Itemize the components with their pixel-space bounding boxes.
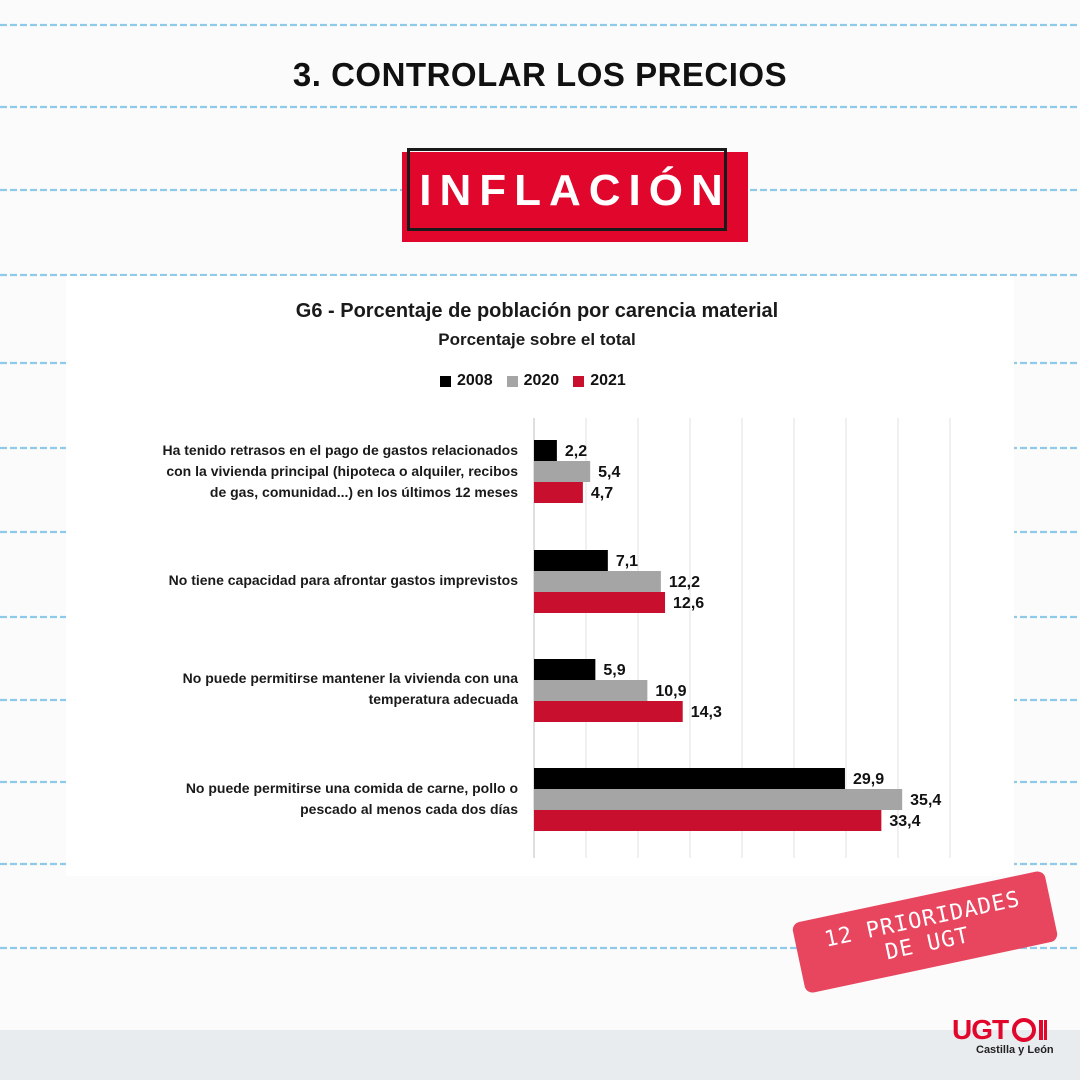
bar-2008: [534, 768, 845, 789]
category-label: No puede permitirse mantener la vivienda…: [98, 668, 518, 710]
logo-text: UGT: [952, 1014, 1009, 1045]
bar-2008: [534, 550, 608, 571]
bottom-band: [0, 1030, 1080, 1080]
banner-background: [402, 152, 748, 242]
banner-frame: [407, 148, 727, 231]
data-label: 5,4: [598, 464, 620, 481]
legend-label: 2008: [457, 372, 493, 389]
page-heading: 3. CONTROLAR LOS PRECIOS: [292, 56, 788, 93]
inflation-banner: INFLACIÓN: [402, 148, 748, 242]
data-label: 35,4: [910, 792, 941, 809]
category-line: No puede permitirse mantener la vivienda…: [182, 670, 518, 686]
legend-item-2021: 2021: [573, 372, 626, 390]
legend-label: 2021: [590, 372, 626, 389]
bar-2021: [534, 592, 666, 613]
logo-emblem-icon: [1012, 1018, 1048, 1042]
bar-2020: [534, 680, 648, 701]
data-label: 12,2: [669, 574, 700, 591]
chart-subtitle: Porcentaje sobre el total: [438, 330, 636, 349]
bar-2020: [534, 571, 661, 592]
category-line: con la vivienda principal (hipoteca o al…: [166, 463, 518, 479]
data-label: 2,2: [565, 443, 587, 460]
data-label: 7,1: [616, 553, 638, 570]
legend-item-2020: 2020: [506, 372, 560, 390]
bar-2020: [534, 789, 903, 810]
logo-subtitle: Castilla y León: [976, 1044, 1054, 1056]
category-label: No puede permitirse una comida de carne,…: [98, 778, 518, 820]
ugt-logo: UGT Castilla y León: [952, 1014, 1062, 1056]
bar-2008: [534, 440, 557, 461]
category-line: pescado al menos cada dos días: [300, 801, 518, 817]
data-label: 29,9: [853, 771, 884, 788]
category-label: No tiene capacidad para afrontar gastos …: [98, 570, 518, 591]
category-line: No puede permitirse una comida de carne,…: [185, 780, 518, 796]
logo-wordmark: UGT: [952, 1014, 1062, 1046]
bar-2021: [534, 810, 882, 831]
legend-swatch: [440, 375, 451, 387]
data-label: 33,4: [889, 813, 920, 830]
legend-item-2008: 2008: [440, 372, 493, 390]
category-line: Ha tenido retrasos en el pago de gastos …: [162, 442, 518, 458]
category-line: No tiene capacidad para afrontar gastos …: [168, 572, 518, 588]
banner-text: INFLACIÓN: [419, 166, 731, 215]
chart-legend: 2008 2020 2021: [440, 371, 626, 391]
bar-2021: [534, 482, 583, 503]
bar-2021: [534, 701, 683, 722]
category-line: temperatura adecuada: [368, 691, 518, 707]
bar-2020: [534, 461, 591, 482]
category-line: de gas, comunidad...) en los últimos 12 …: [209, 484, 518, 500]
legend-swatch: [506, 375, 518, 387]
data-label: 4,7: [591, 485, 613, 502]
category-label: Ha tenido retrasos en el pago de gastos …: [98, 440, 518, 503]
data-label: 14,3: [691, 704, 722, 721]
legend-swatch: [573, 375, 585, 387]
chart-title: G6 - Porcentaje de población por carenci…: [295, 300, 779, 322]
data-label: 10,9: [655, 683, 686, 700]
data-label: 5,9: [603, 662, 625, 679]
legend-label: 2020: [523, 372, 560, 389]
data-label: 12,6: [673, 595, 704, 612]
bar-2008: [534, 659, 596, 680]
